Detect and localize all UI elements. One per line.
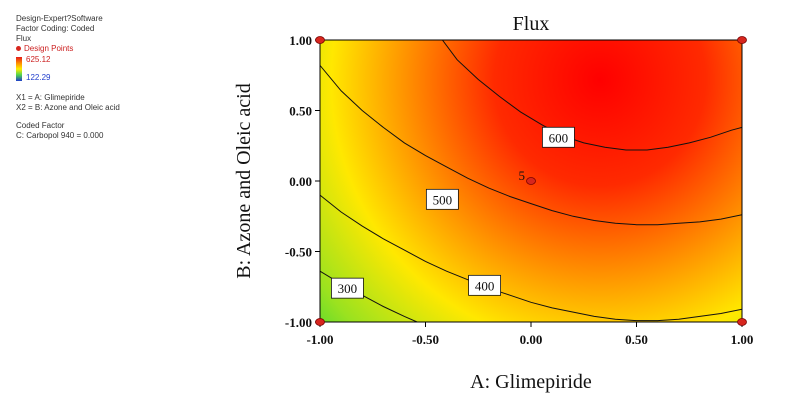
contour-lines (320, 40, 742, 322)
legend-min-value: 122.29 (26, 73, 51, 82)
coded-factor-title: Coded Factor (16, 121, 65, 130)
y-tick-label: -1.00 (285, 315, 312, 330)
axis-ticks: -1.00 -0.50 0.00 0.50 1.00 -1.00 -0.50 0.00 0.50… (285, 33, 753, 347)
design-point (737, 318, 747, 326)
design-point-icon (16, 46, 21, 52)
y-tick-label: -0.50 (285, 245, 312, 260)
x2-definition: X2 = B: Azone and Oleic acid (16, 103, 120, 112)
design-point (315, 318, 325, 326)
contour-line-400 (320, 194, 742, 322)
x1-definition: X1 = A: Glimepiride (16, 93, 85, 102)
color-scale-bar (16, 57, 22, 81)
design-point-label: 5 (519, 168, 526, 183)
color-legend: 625.12 122.29 (16, 55, 216, 83)
x-tick-label: -1.00 (306, 332, 333, 347)
x-axis-label: A: Glimepiride (470, 371, 592, 393)
factor-coding-label: Factor Coding: Coded (16, 24, 95, 33)
y-tick-label: 1.00 (289, 33, 312, 48)
contour-line-500 (320, 65, 742, 226)
software-label: Design-Expert?Software (16, 14, 103, 23)
contour-label-600: 600 (542, 126, 575, 148)
x-tick-label: 1.00 (731, 332, 754, 347)
contour-label-text: 400 (475, 278, 495, 293)
response-label: Flux (16, 34, 32, 43)
coded-factor-value: C: Carbopol 940 = 0.000 (16, 131, 104, 140)
x-tick-label: -0.50 (412, 332, 439, 347)
contour-line-600 (441, 40, 742, 151)
contour-label-500: 500 (425, 188, 459, 210)
contour-label-text: 300 (338, 281, 358, 296)
y-tick-label: 0.50 (289, 104, 312, 119)
x-tick-label: 0.50 (625, 332, 648, 347)
design-point (737, 36, 747, 44)
side-panel: Design-Expert?Software Factor Coding: Co… (16, 14, 216, 141)
contour-label-text: 600 (549, 130, 569, 145)
contour-label-300: 300 (331, 277, 364, 299)
contour-labels: 600 500 400 300 (331, 126, 575, 299)
contour-label-400: 400 (468, 274, 501, 296)
legend-max-value: 625.12 (26, 55, 51, 64)
contour-label-box (542, 126, 575, 148)
y-tick-label: 0.00 (289, 174, 312, 189)
design-points-legend: Design Points (16, 44, 216, 54)
contour-label-box (468, 274, 501, 296)
x-tick-label: 0.00 (520, 332, 543, 347)
contour-label-box (331, 277, 364, 299)
contour-label-box (425, 188, 459, 210)
design-point (315, 36, 325, 44)
design-point (526, 177, 536, 185)
design-points: 5 (315, 36, 747, 326)
y-axis-label: B: Azone and Oleic acid (233, 83, 255, 279)
design-points-label: Design Points (24, 44, 74, 53)
chart-title: Flux (513, 13, 550, 35)
contour-label-text: 500 (433, 192, 453, 207)
